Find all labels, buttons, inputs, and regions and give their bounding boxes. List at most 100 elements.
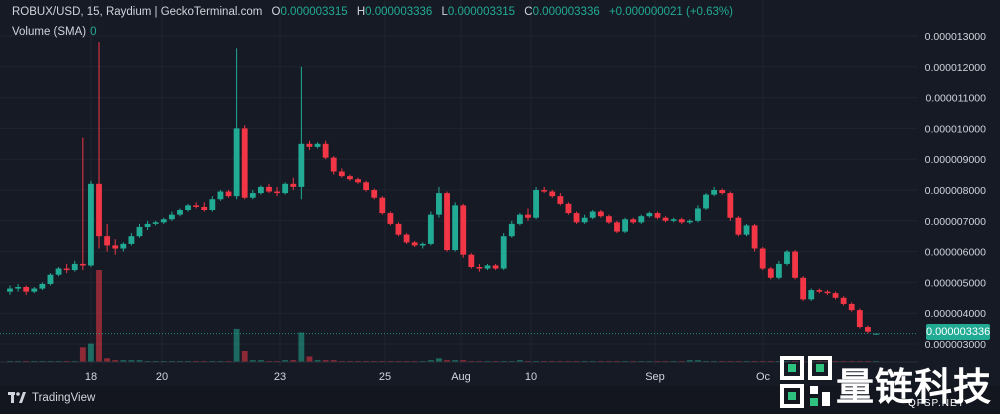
candle-body xyxy=(55,268,62,275)
candle-body xyxy=(597,211,604,217)
candle-body xyxy=(290,183,297,187)
volume-bar xyxy=(96,270,102,362)
candle-body xyxy=(128,236,135,244)
footer-bar xyxy=(0,386,1000,414)
candle-body xyxy=(452,205,459,251)
candle-body xyxy=(444,193,450,251)
volume-bar xyxy=(257,360,264,362)
candle-body xyxy=(840,297,847,304)
candle-body xyxy=(419,243,426,246)
candle-body xyxy=(71,263,78,271)
candle-body xyxy=(492,265,499,269)
candle-body xyxy=(646,213,653,217)
volume-bar xyxy=(427,360,434,362)
low-value: 0.000003315 xyxy=(447,6,516,18)
open-label: O xyxy=(271,6,281,18)
candle-body xyxy=(160,219,167,223)
volume-bars xyxy=(0,270,918,363)
candle-body xyxy=(589,211,596,218)
candle-body xyxy=(411,242,418,246)
candle-body xyxy=(622,219,629,232)
volume-bar xyxy=(104,358,111,362)
candle-body xyxy=(112,245,119,249)
candle-body xyxy=(63,268,70,271)
candle-body xyxy=(670,219,677,221)
low-label: L xyxy=(441,6,448,18)
candle-body xyxy=(800,277,807,300)
candle-body xyxy=(784,251,790,264)
candle-body xyxy=(379,197,386,214)
candle-body xyxy=(177,210,183,215)
candle-body xyxy=(314,143,321,147)
volume-bar xyxy=(79,347,86,362)
candle-body xyxy=(79,263,86,266)
volume-bar xyxy=(298,332,305,362)
watermark-logo-icon xyxy=(780,356,832,408)
candle-body xyxy=(864,327,871,332)
volume-bar xyxy=(686,360,693,362)
volume-bar xyxy=(128,360,135,362)
y-axis-tick-label: 0.000009000 xyxy=(925,154,986,166)
volume-bar xyxy=(136,360,143,362)
watermark-text: 量链科技 xyxy=(836,365,993,409)
symbol-title: ROBUX/USD, 15, Raydium | GeckoTerminal.c… xyxy=(12,6,263,18)
candle-body xyxy=(719,190,726,194)
candle-body xyxy=(39,283,46,289)
last-price-badge: 0.000003336 xyxy=(926,324,991,340)
volume-bar xyxy=(516,360,523,362)
tradingview-label: TradingView xyxy=(32,392,96,404)
y-axis-tick-label: 0.000003000 xyxy=(925,339,986,351)
volume-legend[interactable]: Volume (SMA) 0 xyxy=(12,26,97,38)
candle-body xyxy=(201,206,208,211)
tradingview-logo[interactable]: TradingView xyxy=(8,392,95,404)
candle-body xyxy=(662,217,669,221)
candle-body xyxy=(217,191,224,200)
candle-body xyxy=(23,287,30,292)
candle-body xyxy=(832,293,839,298)
candle-body xyxy=(549,191,556,197)
candle-body xyxy=(630,219,637,223)
candles xyxy=(7,42,879,335)
candle-body xyxy=(306,143,313,147)
candle-body xyxy=(193,205,200,207)
x-axis-tick-label: 25 xyxy=(379,371,391,383)
candle-body xyxy=(88,183,94,266)
candle-body xyxy=(695,208,701,221)
y-axis-tick-label: 0.000004000 xyxy=(925,308,986,320)
high-label: H xyxy=(356,6,366,18)
candle-body xyxy=(274,191,280,194)
volume-bar xyxy=(282,360,289,362)
volume-bar xyxy=(88,343,94,362)
candle-body xyxy=(104,236,111,246)
x-axis[interactable]: 18 20 23 25 Aug 10 Sep Oc xyxy=(85,371,771,383)
symbol-legend[interactable]: ROBUX/USD, 15, Raydium | GeckoTerminal.c… xyxy=(12,6,733,18)
candle-body xyxy=(775,263,782,278)
y-axis-tick-label: 0.000013000 xyxy=(925,31,986,43)
candle-body xyxy=(557,196,564,204)
candle-body xyxy=(241,128,248,198)
volume-bar xyxy=(120,360,127,362)
volume-bar xyxy=(314,360,321,362)
candle-body xyxy=(355,179,361,183)
x-axis-tick-label: 18 xyxy=(85,371,97,383)
change-value: +0.000000021 (+0.63%) xyxy=(608,6,733,18)
candle-body xyxy=(678,219,685,223)
candle-body xyxy=(185,205,191,211)
y-axis-tick-label: 0.000010000 xyxy=(925,123,986,135)
candle-body xyxy=(168,214,175,220)
y-axis[interactable]: 0.000013000 0.000012000 0.000011000 0.00001… xyxy=(925,31,986,351)
volume-bar xyxy=(452,360,459,362)
volume-bar xyxy=(444,360,450,362)
y-axis-tick-label: 0.000011000 xyxy=(925,93,986,105)
candle-body xyxy=(225,191,232,197)
volume-bar xyxy=(241,350,248,362)
candle-body xyxy=(856,310,863,328)
candle-body xyxy=(395,223,402,235)
volume-value: 0 xyxy=(90,26,97,38)
candle-body xyxy=(727,193,734,218)
candle-body xyxy=(654,213,661,218)
volume-bar xyxy=(290,360,297,362)
volume-label: Volume (SMA) xyxy=(12,26,87,38)
candle-body xyxy=(347,176,353,180)
